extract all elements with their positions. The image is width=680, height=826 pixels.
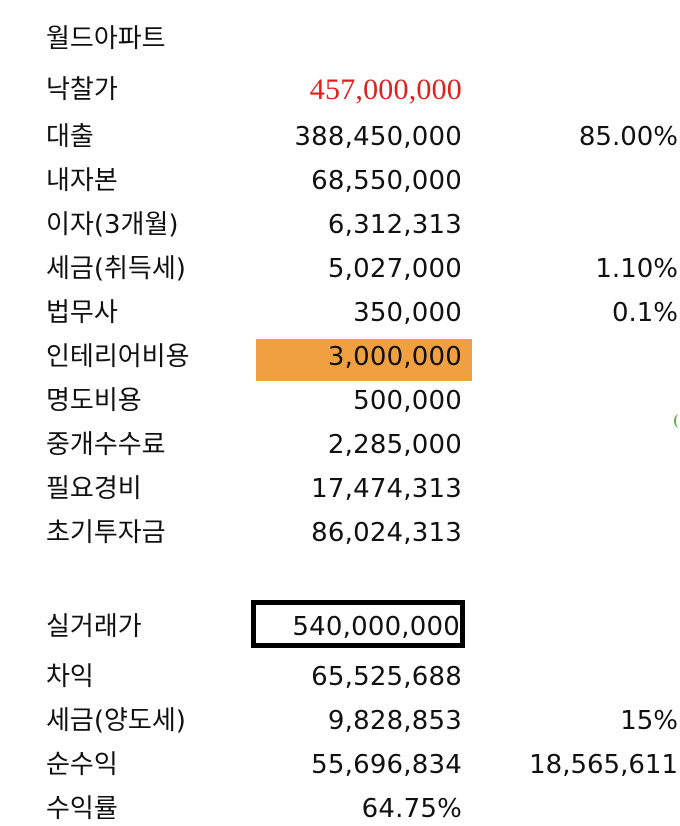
row-label-interest[interactable]: 이자(3개월) bbox=[46, 210, 179, 240]
row-extra-net-profit[interactable]: 18,565,611 bbox=[529, 750, 678, 780]
row-label-market-price[interactable]: 실거래가 bbox=[46, 612, 142, 642]
bordered-cell-box bbox=[251, 600, 465, 648]
row-pct-loan[interactable]: 85.00% bbox=[578, 122, 678, 152]
sheet-title[interactable]: 월드아파트 bbox=[46, 24, 166, 54]
row-pct-acquisition-tax[interactable]: 1.10% bbox=[595, 254, 678, 284]
row-label-required-expenses[interactable]: 필요경비 bbox=[46, 474, 142, 504]
row-label-margin[interactable]: 차익 bbox=[46, 662, 94, 692]
row-label-eviction-cost[interactable]: 명도비용 bbox=[46, 386, 142, 416]
row-value-legal-fee[interactable]: 350,000 bbox=[353, 298, 462, 328]
row-value-required-expenses[interactable]: 17,474,313 bbox=[311, 474, 462, 504]
row-label-net-profit[interactable]: 순수익 bbox=[46, 750, 118, 780]
row-label-winning-bid[interactable]: 낙찰가 bbox=[46, 75, 118, 105]
row-label-acquisition-tax[interactable]: 세금(취득세) bbox=[46, 254, 186, 284]
row-value-loan[interactable]: 388,450,000 bbox=[294, 122, 462, 152]
row-value-transfer-tax[interactable]: 9,828,853 bbox=[327, 706, 462, 736]
row-label-interior-cost[interactable]: 인테리어비용 bbox=[46, 342, 190, 372]
row-pct-legal-fee[interactable]: 0.1% bbox=[611, 298, 678, 328]
row-label-brokerage-fee[interactable]: 중개수수료 bbox=[46, 430, 166, 460]
row-value-return-rate[interactable]: 64.75% bbox=[361, 794, 462, 824]
highlighted-cell-fill bbox=[256, 339, 472, 381]
row-value-initial-investment[interactable]: 86,024,313 bbox=[311, 518, 462, 548]
row-value-net-profit[interactable]: 55,696,834 bbox=[311, 750, 462, 780]
cell-comment-marker-icon bbox=[674, 414, 680, 428]
row-label-return-rate[interactable]: 수익률 bbox=[46, 794, 118, 824]
row-value-winning-bid[interactable]: 457,000,000 bbox=[309, 73, 462, 106]
row-pct-transfer-tax[interactable]: 15% bbox=[620, 706, 678, 736]
row-value-market-price[interactable]: 540,000,000 bbox=[292, 612, 460, 642]
row-value-equity[interactable]: 68,550,000 bbox=[311, 166, 462, 196]
row-label-equity[interactable]: 내자본 bbox=[46, 166, 118, 196]
row-value-interest[interactable]: 6,312,313 bbox=[327, 210, 462, 240]
row-label-legal-fee[interactable]: 법무사 bbox=[46, 298, 118, 328]
row-value-eviction-cost[interactable]: 500,000 bbox=[353, 386, 462, 416]
row-value-brokerage-fee[interactable]: 2,285,000 bbox=[327, 430, 462, 460]
row-value-margin[interactable]: 65,525,688 bbox=[311, 662, 462, 692]
row-label-initial-investment[interactable]: 초기투자금 bbox=[46, 518, 166, 548]
row-label-loan[interactable]: 대출 bbox=[46, 122, 94, 152]
row-value-acquisition-tax[interactable]: 5,027,000 bbox=[327, 254, 462, 284]
row-value-interior-cost[interactable]: 3,000,000 bbox=[327, 342, 462, 372]
row-label-transfer-tax[interactable]: 세금(양도세) bbox=[46, 706, 186, 736]
